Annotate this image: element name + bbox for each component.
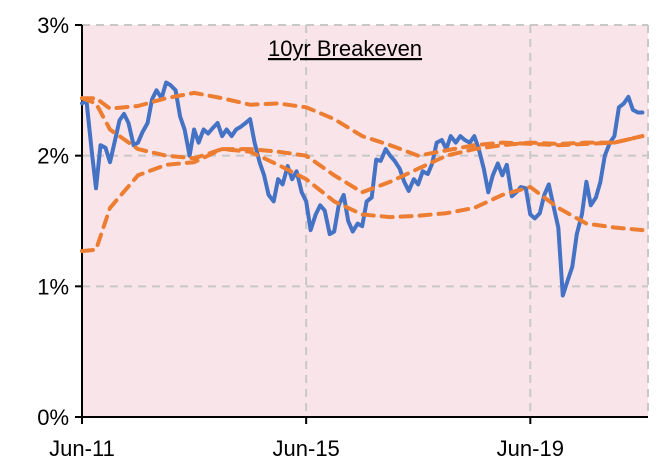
x-tick-label: Jun-11 — [49, 436, 115, 461]
y-tick-label: 3% — [37, 13, 69, 38]
tick-labels: 0% 1% 2% 3% Jun-11 Jun-15 Jun-19 — [37, 13, 564, 461]
dashed-band-line-3 — [80, 134, 645, 254]
y-tick-label: 0% — [37, 405, 69, 430]
breakeven-line — [80, 80, 645, 298]
y-tick-label: 1% — [37, 274, 69, 299]
x-tick-label: Jun-15 — [273, 436, 340, 461]
chart-title: 10yr Breakeven — [268, 36, 422, 61]
axes — [75, 24, 648, 424]
y-tick-label: 2% — [37, 144, 69, 169]
grid-lines — [82, 24, 649, 417]
series-layer — [80, 80, 645, 298]
dashed-band-line-2 — [80, 96, 645, 233]
x-tick-label: Jun-19 — [497, 436, 564, 461]
